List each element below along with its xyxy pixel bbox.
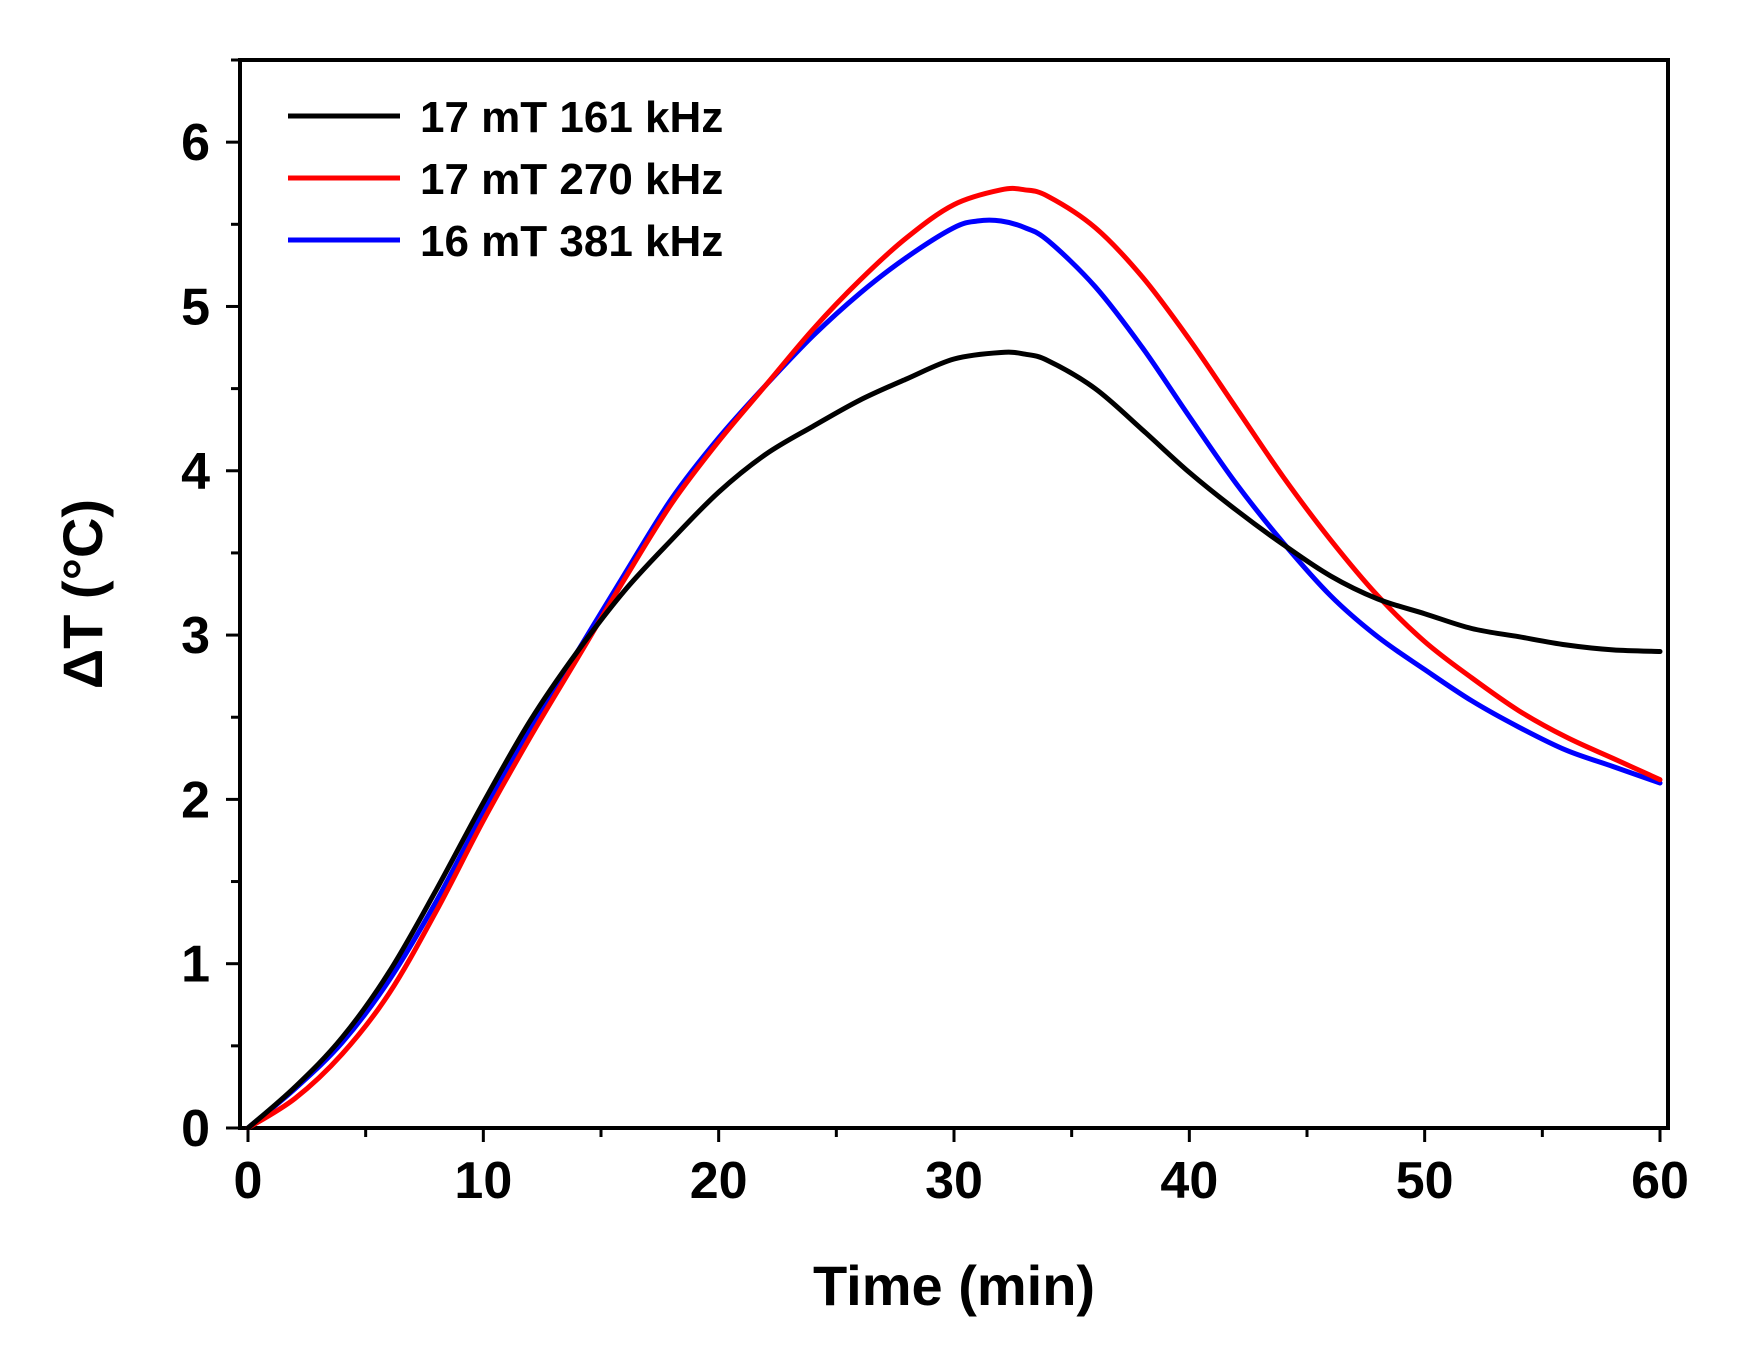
x-axis-title: Time (min) [813,1254,1095,1317]
series-line-2 [245,185,1663,1131]
y-axis-title: ΔT (°C) [51,499,114,689]
x-tick-label: 40 [1160,1152,1218,1210]
x-tick-label: 60 [1631,1152,1689,1210]
legend-label: 17 mT 270 kHz [420,155,723,204]
legend: 17 mT 161 kHz 17 mT 270 kHz 16 mT 381 kHz [288,93,723,266]
series-line-1 [245,349,1663,1131]
x-tick-label: 20 [690,1152,748,1210]
x-tick-label: 0 [234,1152,263,1210]
y-tick-label: 6 [181,114,210,172]
series-line-3 [245,217,1663,1131]
y-tick-label: 5 [181,278,210,336]
x-tick-label: 30 [925,1152,983,1210]
series-layer [245,185,1663,1131]
x-tick-label: 50 [1396,1152,1454,1210]
y-tick-label: 2 [181,771,210,829]
y-tick-label: 0 [181,1100,210,1158]
y-tick-label: 1 [181,936,210,994]
y-tick-label: 4 [181,443,210,501]
y-tick-label: 3 [181,607,210,665]
x-axis-ticks: 0 10 20 30 40 50 60 [234,1128,1689,1210]
x-tick-label: 10 [454,1152,512,1210]
y-axis-ticks: 0 1 2 3 4 5 6 [181,58,240,1158]
legend-label: 17 mT 161 kHz [420,93,723,142]
legend-label: 16 mT 381 kHz [420,217,723,266]
